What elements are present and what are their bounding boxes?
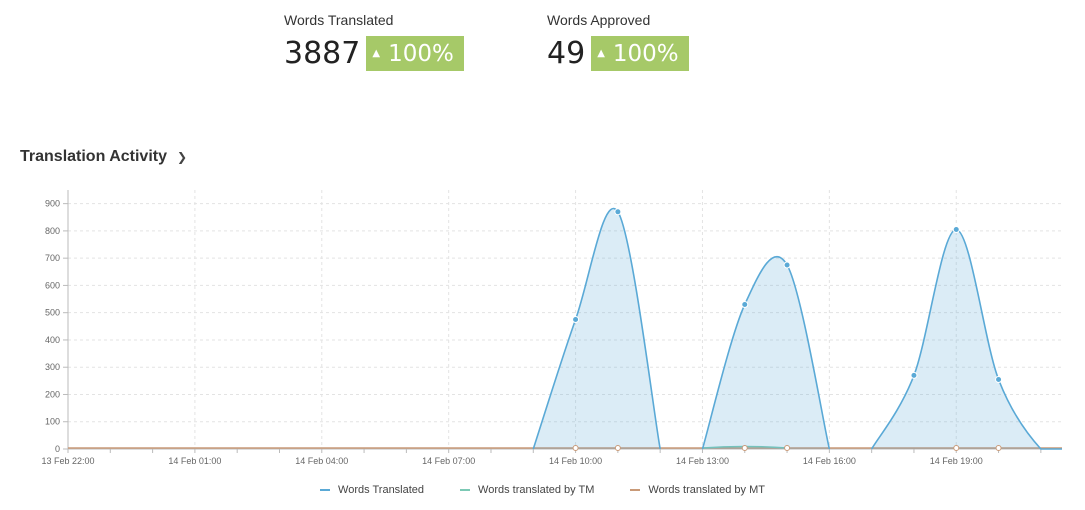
legend-item-mt[interactable]: Words translated by MT	[630, 484, 765, 496]
data-point	[952, 226, 960, 234]
stat-words-approved: Words Approved 49 ▲ 100%	[547, 12, 689, 71]
data-point-zero	[614, 445, 621, 451]
legend-swatch	[630, 489, 641, 491]
data-point-zero	[741, 445, 748, 451]
translation-activity-chart: 0 100 200 300 400 500 600 700 800 900 13 Feb 22:00…	[41, 190, 1062, 466]
data-point	[614, 208, 622, 216]
y-tick-label: 800	[45, 226, 60, 236]
y-tick-label: 300	[45, 362, 60, 372]
data-point	[995, 375, 1003, 383]
data-point-zero	[572, 445, 579, 451]
y-tick-label: 400	[45, 335, 60, 345]
legend-label: Words Translated	[338, 484, 425, 496]
change-value: 100%	[388, 40, 454, 67]
x-tick-label: 14 Feb 13:00	[676, 456, 729, 466]
y-tick-label: 0	[55, 444, 60, 454]
chart-legend: Words Translated Words translated by TM …	[0, 484, 1085, 496]
stat-words-translated: Words Translated 3887 ▲ 100%	[284, 12, 464, 71]
stat-label: Words Translated	[284, 12, 394, 28]
legend-label: Words translated by TM	[478, 484, 595, 496]
series-area-translated	[871, 229, 1062, 449]
section-title: Translation Activity	[20, 148, 167, 165]
x-tick-label: 14 Feb 16:00	[803, 456, 856, 466]
legend-swatch	[320, 489, 331, 491]
series-line-translated	[701, 256, 831, 450]
x-tick-label: 14 Feb 19:00	[930, 456, 983, 466]
x-tick-label: 13 Feb 22:00	[41, 456, 94, 466]
y-tick-label: 600	[45, 280, 60, 290]
y-tick-label: 900	[45, 199, 60, 209]
stat-value: 3887	[284, 36, 361, 71]
x-tick-label: 14 Feb 10:00	[549, 456, 602, 466]
series-line-translated	[532, 207, 661, 450]
legend-item-translated[interactable]: Words Translated	[320, 484, 424, 496]
triangle-up-icon: ▲	[597, 48, 605, 59]
change-badge: ▲ 100%	[591, 36, 689, 71]
y-tick-label: 500	[45, 308, 60, 318]
x-tick-label: 14 Feb 01:00	[168, 456, 221, 466]
legend-label: Words translated by MT	[648, 484, 765, 496]
y-tick-label: 200	[45, 389, 60, 399]
data-point-zero	[784, 445, 791, 451]
legend-swatch	[460, 489, 471, 491]
change-badge: ▲ 100%	[366, 36, 464, 71]
stat-value: 49	[547, 36, 586, 71]
translation-activity-dropdown[interactable]: Translation Activity ❯	[20, 148, 187, 166]
data-point	[910, 371, 918, 379]
series-line-translated	[870, 228, 1062, 450]
data-point	[741, 301, 749, 309]
data-point	[572, 316, 580, 323]
y-tick-label: 100	[45, 417, 60, 427]
x-tick-label: 14 Feb 07:00	[422, 456, 475, 466]
data-point-zero	[953, 445, 960, 451]
triangle-up-icon: ▲	[372, 48, 381, 59]
chevron-down-icon: ❯	[177, 150, 188, 164]
change-value: 100%	[612, 40, 679, 67]
stat-label: Words Approved	[547, 12, 651, 28]
x-tick-label: 14 Feb 04:00	[295, 456, 348, 466]
legend-item-tm[interactable]: Words translated by TM	[460, 484, 594, 496]
series-area-translated	[702, 256, 830, 449]
data-point	[783, 261, 791, 269]
series-area-translated	[533, 208, 661, 449]
data-point-zero	[995, 445, 1002, 451]
y-tick-label: 700	[45, 253, 60, 263]
